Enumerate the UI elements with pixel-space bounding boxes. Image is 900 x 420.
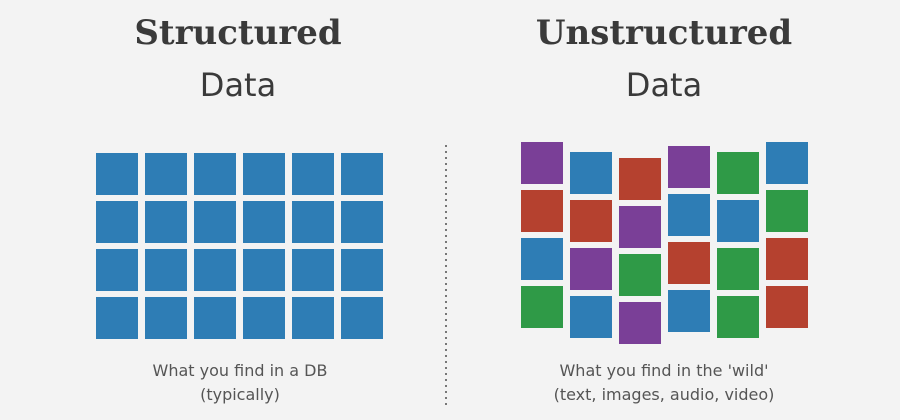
block xyxy=(570,200,612,242)
block xyxy=(341,249,383,291)
block xyxy=(292,153,334,195)
right-title: Unstructured xyxy=(536,13,792,53)
block xyxy=(243,153,285,195)
block xyxy=(521,286,563,328)
block xyxy=(619,158,661,200)
block xyxy=(194,297,236,339)
block xyxy=(341,201,383,243)
block xyxy=(96,201,138,243)
block xyxy=(766,238,808,280)
block xyxy=(292,297,334,339)
block xyxy=(145,153,187,195)
block xyxy=(243,201,285,243)
block xyxy=(668,290,710,332)
block xyxy=(570,248,612,290)
block xyxy=(96,249,138,291)
block xyxy=(717,200,759,242)
block xyxy=(619,206,661,248)
block xyxy=(341,297,383,339)
left-title: Structured xyxy=(134,13,341,53)
block xyxy=(194,249,236,291)
block xyxy=(243,297,285,339)
left-caption: (typically) xyxy=(200,385,280,404)
block xyxy=(717,296,759,338)
right-caption: (text, images, audio, video) xyxy=(554,385,775,404)
right-subtitle: Data xyxy=(626,66,702,104)
block xyxy=(292,201,334,243)
left-subtitle: Data xyxy=(200,66,276,104)
block xyxy=(717,248,759,290)
left-caption: What you find in a DB xyxy=(153,361,328,380)
block xyxy=(766,142,808,184)
block xyxy=(766,190,808,232)
block xyxy=(570,296,612,338)
block xyxy=(668,146,710,188)
block xyxy=(668,194,710,236)
block xyxy=(145,249,187,291)
block xyxy=(521,190,563,232)
block xyxy=(96,297,138,339)
block xyxy=(570,152,612,194)
blocks xyxy=(96,142,808,344)
block xyxy=(341,153,383,195)
block xyxy=(766,286,808,328)
block xyxy=(145,297,187,339)
block xyxy=(717,152,759,194)
block xyxy=(194,153,236,195)
block xyxy=(243,249,285,291)
block xyxy=(619,302,661,344)
block xyxy=(521,238,563,280)
block xyxy=(292,249,334,291)
right-caption: What you find in the 'wild' xyxy=(559,361,768,380)
block xyxy=(668,242,710,284)
block xyxy=(619,254,661,296)
block xyxy=(194,201,236,243)
block xyxy=(145,201,187,243)
block xyxy=(521,142,563,184)
block xyxy=(96,153,138,195)
